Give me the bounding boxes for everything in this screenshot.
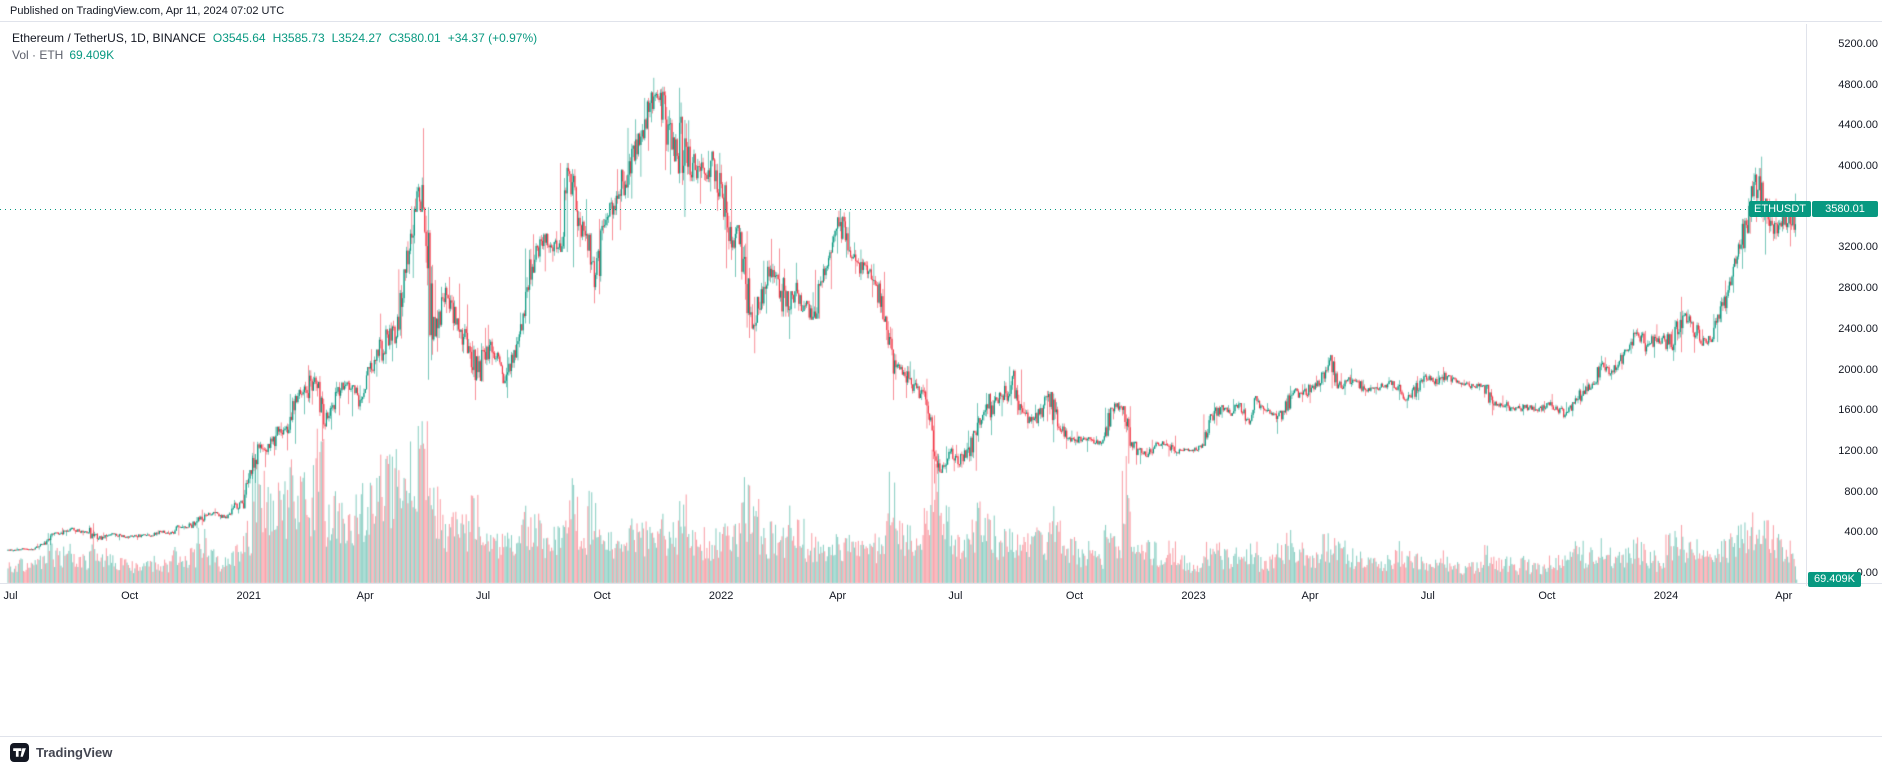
time-axis-label: Apr [356, 590, 374, 602]
price-badge-value: 3580.01 [1812, 201, 1878, 217]
price-axis-label: 0.00 [1856, 567, 1878, 579]
chart-legend: Ethereum / TetherUS, 1D, BINANCE O3545.64… [12, 30, 537, 64]
time-axis[interactable]: Jul Oct 2021 Apr Jul Oct 2022 Apr Jul Oct 2023 Apr J… [0, 584, 1806, 610]
footer-attribution-bar: TradingView [0, 736, 1882, 768]
time-axis-label: Oct [1065, 590, 1084, 602]
price-axis-label: 4800.00 [1838, 78, 1878, 91]
symbol-title: Ethereum / TetherUS, 1D, BINANCE [12, 31, 206, 45]
time-axis-label: Jul [1420, 590, 1435, 602]
price-axis[interactable]: 5200.00 4800.00 4400.00 4000.00 3200.00 2800.… [1806, 24, 1882, 586]
time-axis-label: Apr [829, 590, 847, 602]
ohlc-c-value: C3580.01 [388, 31, 441, 45]
time-axis-label: 2023 [1181, 590, 1206, 602]
time-axis-border [0, 583, 1882, 584]
price-axis-label: 4400.00 [1838, 119, 1878, 132]
price-axis-label: 3200.00 [1838, 241, 1878, 254]
candlestick-chart-canvas[interactable] [0, 24, 1806, 584]
current-price-line [0, 209, 1806, 210]
change-value: +34.37 (+0.97%) [447, 31, 538, 45]
price-axis-label: 1200.00 [1838, 444, 1878, 457]
time-axis-label: Jul [475, 590, 491, 602]
tradingview-wordmark[interactable]: TradingView [36, 745, 113, 760]
price-axis-label: 800.00 [1844, 485, 1878, 498]
price-badge-symbol: ETHUSDT [1749, 201, 1811, 217]
time-axis-label: Jul [3, 590, 18, 602]
time-axis-label: 2024 [1653, 590, 1679, 602]
price-axis-label: 2400.00 [1838, 322, 1878, 335]
time-axis-label: 2021 [236, 590, 261, 602]
ohlc-values: O3545.64 H3585.73 L3524.27 C3580.01 +34.37 (… [206, 31, 537, 45]
ohlc-l-value: L3524.27 [331, 31, 382, 45]
price-axis-label: 5200.00 [1838, 38, 1878, 50]
tradingview-logo-icon[interactable] [10, 743, 29, 762]
time-axis-label: Oct [593, 590, 611, 602]
time-axis-label: Oct [121, 590, 139, 602]
price-axis-label: 1600.00 [1838, 404, 1878, 417]
volume-label: Vol · ETH [12, 48, 64, 62]
price-axis-label: 400.00 [1844, 526, 1878, 539]
volume-badge: 69.409K [1808, 572, 1861, 587]
ohlc-h-value: H3585.73 [272, 31, 325, 45]
time-axis-label: Apr [1301, 590, 1319, 602]
price-axis-label: 2800.00 [1838, 282, 1878, 295]
volume-value: 69.409K [69, 48, 115, 62]
ohlc-o-value: O3545.64 [212, 31, 266, 45]
time-axis-label: Apr [1775, 590, 1793, 602]
published-attribution[interactable]: Published on TradingView.com, Apr 11, 20… [0, 0, 1882, 22]
time-axis-label: Jul [948, 590, 963, 602]
price-axis-label: 2000.00 [1838, 363, 1878, 376]
price-axis-label: 4000.00 [1838, 160, 1878, 173]
time-axis-label: 2022 [708, 590, 734, 602]
current-price-badge: ETHUSDT 3580.01 [1749, 201, 1878, 217]
time-axis-label: Oct [1538, 590, 1556, 602]
